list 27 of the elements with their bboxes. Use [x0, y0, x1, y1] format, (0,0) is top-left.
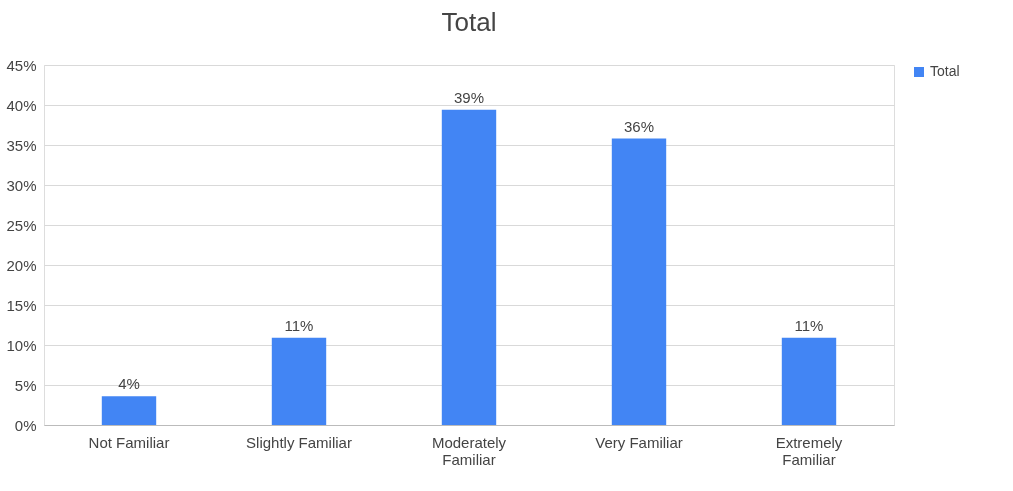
- y-tick-label: 35%: [6, 136, 37, 154]
- data-label: 11%: [794, 316, 824, 334]
- chart-title: Total: [441, 7, 497, 37]
- x-tick-label: Moderately Familiar: [431, 433, 507, 468]
- x-tick-label: Very Familiar: [595, 433, 683, 451]
- y-tick-label: 0%: [14, 416, 37, 434]
- data-label: 39%: [453, 88, 485, 106]
- bar: [611, 138, 667, 425]
- x-tick-label: Slightly Familiar: [246, 433, 352, 451]
- data-label: 11%: [284, 316, 314, 334]
- data-label: 36%: [623, 117, 655, 135]
- y-tick-label: 45%: [6, 56, 37, 74]
- y-tick-label: 10%: [6, 336, 37, 354]
- bar: [271, 337, 327, 425]
- y-tick-label: 40%: [6, 96, 37, 114]
- bar: [441, 109, 497, 425]
- x-tick-label: Not Familiar: [88, 433, 170, 451]
- x-tick-label: Extremely Familiar: [775, 433, 843, 468]
- y-tick-label: 25%: [6, 216, 37, 234]
- y-tick-label: 15%: [6, 296, 37, 314]
- y-tick-label: 5%: [14, 376, 37, 394]
- legend-label: Total: [930, 63, 960, 79]
- y-tick-label: 20%: [6, 256, 37, 274]
- data-label: 4%: [118, 375, 140, 393]
- bar: [781, 337, 837, 425]
- bar: [101, 396, 157, 425]
- y-tick-label: 30%: [6, 176, 37, 194]
